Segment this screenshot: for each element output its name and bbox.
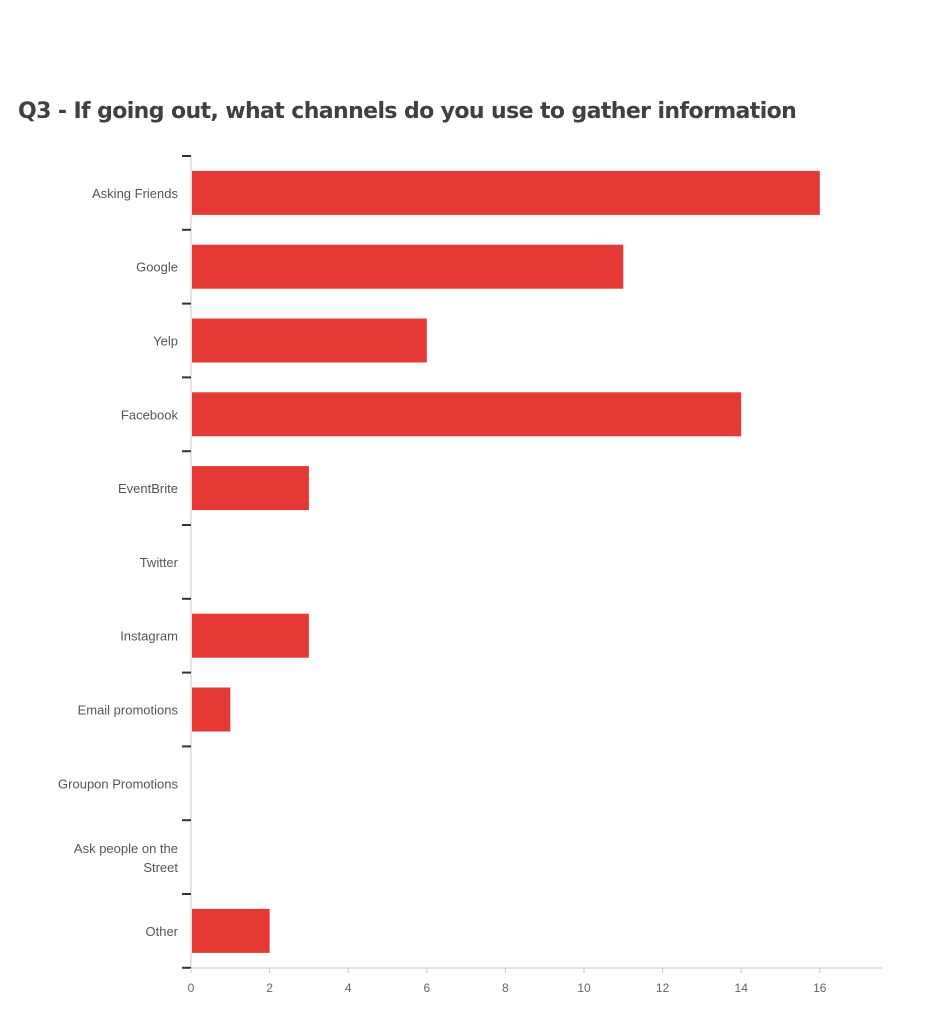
bar <box>192 170 820 215</box>
bar <box>192 466 309 511</box>
category-label: Google <box>136 260 178 275</box>
chart-bars <box>192 170 820 953</box>
x-tick-label: 16 <box>813 981 827 995</box>
bar <box>192 908 270 953</box>
x-tick-label: 10 <box>577 981 591 995</box>
x-tick-label: 4 <box>345 981 352 995</box>
x-tick-label: 12 <box>656 981 670 995</box>
chart-axes <box>182 155 882 973</box>
x-tick-label: 2 <box>266 981 273 995</box>
category-label: Ask people on the Street <box>74 841 178 875</box>
x-tick-label: 6 <box>423 981 430 995</box>
bar <box>192 687 231 732</box>
category-label: Groupon Promotions <box>58 776 178 791</box>
x-tick-label: 0 <box>188 981 195 995</box>
category-label: Email promotions <box>78 703 179 718</box>
category-labels: Asking Friends Google Yelp Facebook EventBri… <box>58 186 179 939</box>
category-label: EventBrite <box>118 481 178 496</box>
x-tick-label: 14 <box>735 981 749 995</box>
category-label-line: Street <box>143 860 178 875</box>
category-label: Yelp <box>153 334 178 349</box>
bar <box>192 392 742 437</box>
bar <box>192 318 427 363</box>
bar <box>192 244 624 289</box>
bar <box>192 613 309 658</box>
chart-title: Q3 - If going out, what channels do you … <box>18 99 797 124</box>
x-tick-labels: 0 2 4 6 8 10 12 14 16 <box>188 981 827 995</box>
category-label: Instagram <box>120 629 178 644</box>
category-label-line: Ask people on the <box>74 841 178 856</box>
x-tick-label: 8 <box>502 981 509 995</box>
category-label: Asking Friends <box>92 186 178 201</box>
category-label: Other <box>145 924 178 939</box>
category-label: Twitter <box>140 555 179 570</box>
category-label: Facebook <box>121 407 179 422</box>
